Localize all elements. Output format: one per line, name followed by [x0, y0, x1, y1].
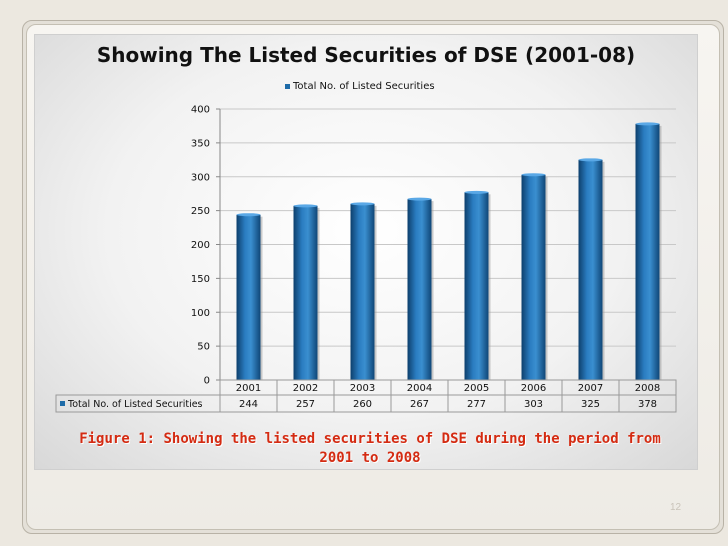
bar-top [293, 204, 318, 208]
bar-2006 [521, 174, 546, 380]
y-tick-label: 150 [191, 274, 210, 285]
x-tick-label: 2003 [350, 383, 375, 394]
x-tick-label: 2001 [236, 383, 261, 394]
caption-line-2: 2001 to 2008 [319, 450, 421, 466]
data-label: 325 [581, 399, 600, 410]
data-label: 303 [524, 399, 543, 410]
y-tick-label: 250 [191, 206, 210, 217]
data-label: 378 [638, 399, 657, 410]
bar-2005 [464, 192, 489, 380]
table-series-name: Total No. of Listed Securities [67, 399, 203, 410]
bar-top [635, 122, 660, 126]
data-label: 244 [239, 399, 258, 410]
bar-2007 [578, 159, 603, 380]
x-tick-label: 2005 [464, 383, 489, 394]
y-tick-label: 50 [197, 342, 210, 353]
y-tick-label: 350 [191, 138, 210, 149]
bar-top [464, 190, 489, 194]
bar-top [407, 197, 432, 201]
bar-2001 [236, 214, 261, 380]
chart-title: Showing The Listed Securities of DSE (20… [96, 43, 636, 67]
data-label: 260 [353, 399, 372, 410]
x-tick-label: 2008 [635, 383, 660, 394]
x-tick-label: 2002 [293, 383, 318, 394]
data-label: 257 [296, 399, 315, 410]
bar-top [578, 158, 603, 162]
bar-2003 [350, 203, 375, 380]
page-number: 12 [670, 502, 682, 513]
caption-line-1: Figure 1: Showing the listed securities … [79, 431, 661, 447]
legend-label: Total No. of Listed Securities [293, 81, 435, 92]
bar-top [521, 173, 546, 177]
x-tick-label: 2006 [521, 383, 546, 394]
y-tick-label: 0 [204, 376, 210, 387]
x-tick-label: 2007 [578, 383, 603, 394]
bar-2008 [635, 123, 660, 380]
bar-top [350, 202, 375, 206]
y-tick-label: 100 [191, 308, 210, 319]
y-tick-label: 400 [191, 105, 210, 116]
table-legend-swatch [60, 401, 65, 406]
chart-legend: Total No. of Listed Securities [285, 81, 435, 92]
bar-2002 [293, 205, 318, 380]
y-tick-label: 300 [191, 172, 210, 183]
figure-caption: Figure 1: Showing the listed securities … [56, 430, 684, 468]
data-label: 267 [410, 399, 429, 410]
legend-swatch [285, 84, 290, 89]
y-tick-label: 200 [191, 240, 210, 251]
bar-2004 [407, 199, 432, 380]
data-label: 277 [467, 399, 486, 410]
x-tick-label: 2004 [407, 383, 432, 394]
bar-top [236, 213, 261, 217]
